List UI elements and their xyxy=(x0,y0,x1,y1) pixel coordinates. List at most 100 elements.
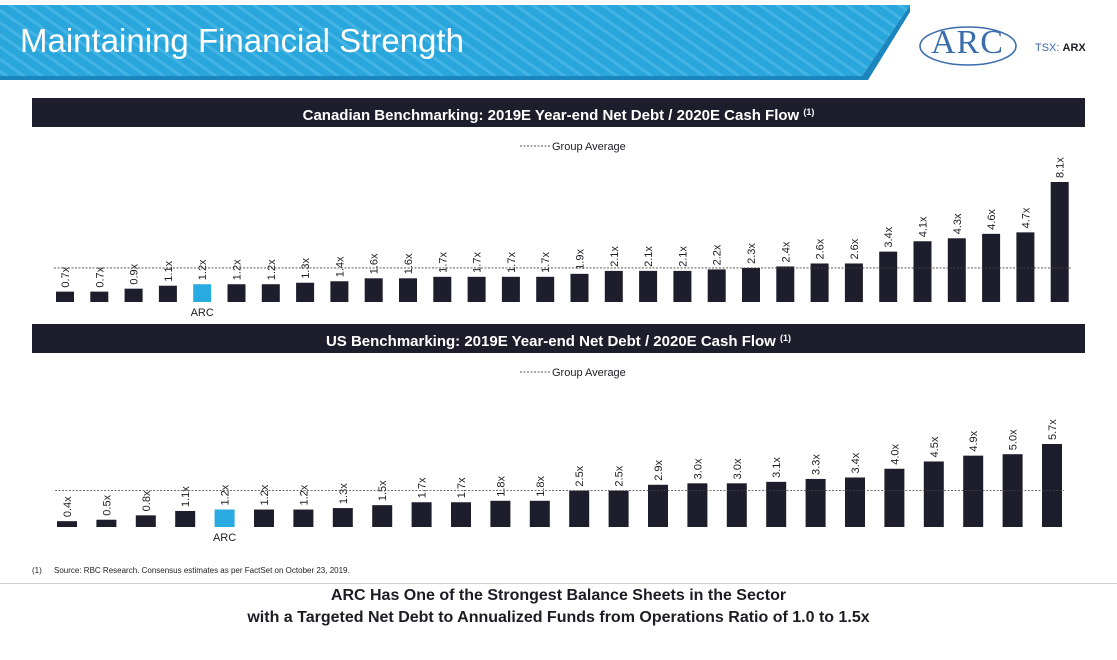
canadian-chart-footnote-ref: (1) xyxy=(803,107,815,117)
canadian-highlight-label: ARC xyxy=(191,307,214,319)
us-bar xyxy=(411,502,432,527)
us-bar xyxy=(687,483,708,527)
us-bar xyxy=(529,500,550,527)
canadian-data-label: 0.9x xyxy=(129,263,141,284)
canadian-bar xyxy=(193,284,212,302)
canadian-bar xyxy=(810,263,829,302)
canadian-data-label: 3.4x xyxy=(883,226,895,247)
footnote: (1) Source: RBC Research. Consensus esti… xyxy=(32,566,350,575)
canadian-bar xyxy=(982,233,1001,302)
canadian-bar xyxy=(604,270,623,302)
ticker-prefix: TSX: xyxy=(1035,42,1060,54)
arc-logo-ring xyxy=(919,26,1017,66)
us-bar xyxy=(884,468,905,527)
us-data-label: 0.8x xyxy=(141,490,153,511)
us-legend-label: Group Average xyxy=(552,367,626,379)
us-chart: Group Average 0.4x 0.5x 0.8x 1.1x 1.2x ARC 1.2x… xyxy=(32,356,1085,553)
canadian-data-label: 1.9x xyxy=(575,249,587,270)
banner-graphic xyxy=(0,5,910,80)
us-data-label: 1.5x xyxy=(377,480,389,501)
us-bar xyxy=(1042,444,1062,527)
us-bar xyxy=(490,500,511,527)
title-banner: Maintaining Financial Strength xyxy=(0,0,910,84)
us-bar xyxy=(332,508,353,527)
canadian-data-label: 1.6x xyxy=(403,253,415,274)
canadian-data-label: 2.1x xyxy=(609,246,621,267)
us-data-label: 3.4x xyxy=(850,452,862,473)
canadian-data-label: 1.4x xyxy=(334,256,346,277)
us-bar xyxy=(608,490,629,527)
canadian-bar xyxy=(330,281,349,302)
canadian-bar xyxy=(261,284,280,302)
canadian-data-label: 1.2x xyxy=(197,259,209,280)
canadian-data-label: 4.6x xyxy=(986,209,998,230)
canadian-bar xyxy=(296,282,315,302)
canadian-data-label: 2.3x xyxy=(746,243,758,264)
us-chart-header: US Benchmarking: 2019E Year-end Net Debt… xyxy=(32,324,1085,353)
canadian-bar xyxy=(1050,182,1069,302)
us-bar xyxy=(963,455,984,527)
ticker-symbol: TSX: ARX xyxy=(1035,42,1086,54)
ticker-value: ARX xyxy=(1062,42,1086,54)
conclusion-line-2: with a Targeted Net Debt to Annualized F… xyxy=(247,609,870,626)
us-data-label: 1.8x xyxy=(495,475,507,496)
canadian-data-label: 2.6x xyxy=(849,238,861,259)
us-data-label: 0.5x xyxy=(101,494,113,515)
us-data-label: 1.2x xyxy=(220,484,232,505)
logo-text: ARC xyxy=(931,24,1004,61)
canadian-bar xyxy=(570,273,589,302)
canadian-bar xyxy=(536,276,555,302)
canadian-bar xyxy=(913,241,932,302)
canadian-data-label: 4.3x xyxy=(952,213,964,234)
canadian-chart-svg: Group Average 0.7x 0.7x 0.9x 1.1x 1.2x ARC 1.2x… xyxy=(54,141,1071,319)
canadian-bar xyxy=(742,267,760,302)
canadian-bar xyxy=(364,278,383,302)
us-bar xyxy=(726,483,747,527)
us-bar xyxy=(845,477,865,527)
us-data-label: 1.2x xyxy=(259,484,271,505)
canadian-chart-header: Canadian Benchmarking: 2019E Year-end Ne… xyxy=(32,98,1085,127)
canadian-data-label: 1.1x xyxy=(163,260,175,281)
canadian-bar xyxy=(90,291,109,302)
us-data-label: 4.9x xyxy=(968,430,980,451)
us-data-label: 2.9x xyxy=(653,459,665,480)
canadian-bar xyxy=(501,276,520,302)
canadian-bar xyxy=(776,266,795,302)
canadian-bar xyxy=(467,276,486,302)
us-highlight-label: ARC xyxy=(213,532,236,544)
us-bar xyxy=(254,509,274,527)
us-data-label: 1.7x xyxy=(456,477,468,498)
us-bar xyxy=(57,521,77,527)
canadian-data-label: 8.1x xyxy=(1055,157,1067,178)
canadian-data-label: 1.2x xyxy=(266,259,278,280)
canadian-legend-label: Group Average xyxy=(552,141,626,153)
us-bar xyxy=(923,461,944,527)
us-data-label: 1.3x xyxy=(338,483,350,504)
canadian-bar xyxy=(1016,232,1035,302)
us-data-label: 3.1x xyxy=(771,457,783,478)
canadian-data-label: 0.7x xyxy=(94,266,106,287)
conclusion-line-1: ARC Has One of the Strongest Balance She… xyxy=(330,587,787,604)
canadian-bar xyxy=(673,270,692,302)
us-bar xyxy=(135,515,156,527)
us-bar xyxy=(805,478,826,527)
us-data-label: 1.2x xyxy=(298,484,310,505)
us-bar xyxy=(293,509,314,527)
conclusion: ARC Has One of the Strongest Balance She… xyxy=(0,585,1117,629)
canadian-bar xyxy=(947,238,966,302)
canadian-bar xyxy=(879,251,898,302)
us-data-label: 3.3x xyxy=(811,454,823,475)
us-data-label: 1.8x xyxy=(535,475,547,496)
canadian-data-label: 2.4x xyxy=(780,241,792,262)
canadian-chart-title: Canadian Benchmarking: 2019E Year-end Ne… xyxy=(302,107,800,124)
us-data-label: 1.7x xyxy=(417,477,429,498)
divider xyxy=(0,583,1117,584)
us-bar xyxy=(214,509,235,527)
canadian-data-label: 1.7x xyxy=(506,252,518,273)
canadian-data-label: 1.7x xyxy=(472,252,484,273)
canadian-data-label: 2.1x xyxy=(677,246,689,267)
canadian-data-label: 1.2x xyxy=(232,259,244,280)
canadian-data-label: 1.7x xyxy=(437,252,449,273)
footnote-number: (1) xyxy=(32,566,42,575)
us-bar xyxy=(648,484,668,527)
